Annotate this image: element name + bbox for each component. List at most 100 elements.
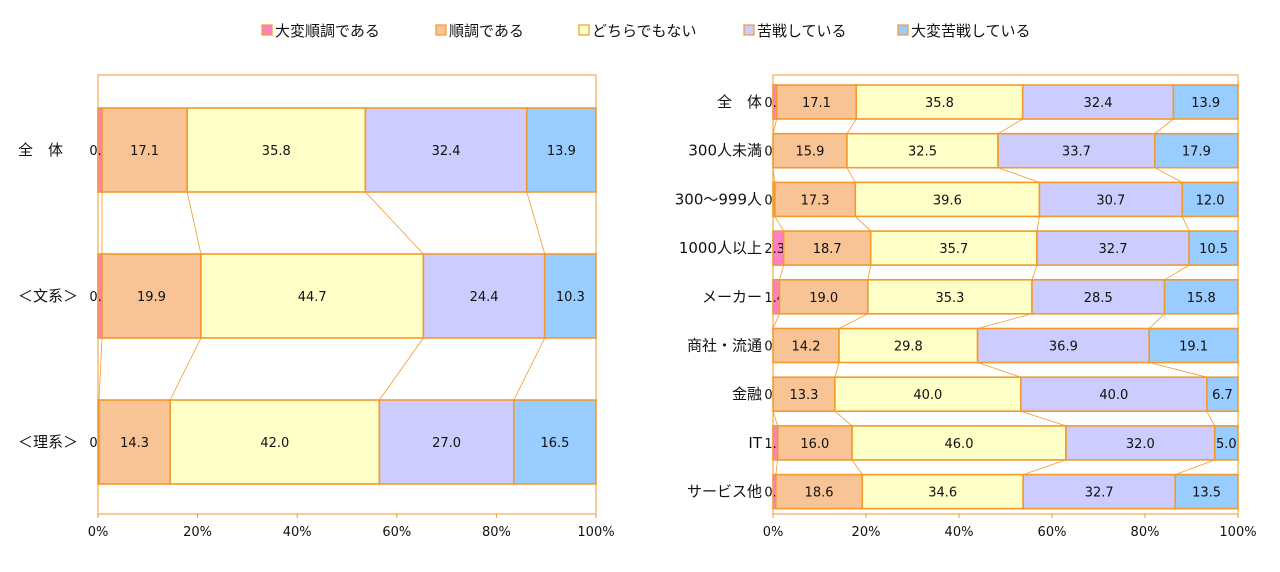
series-line — [998, 119, 1023, 134]
bar-row: 0.013.340.040.06.7金融 — [732, 377, 1238, 411]
data-label: 39.6 — [933, 193, 962, 208]
series-line — [835, 363, 839, 378]
series-line — [1165, 265, 1190, 280]
category-label: 300～999人 — [675, 190, 762, 208]
series-line — [776, 460, 778, 475]
series-line — [365, 192, 423, 254]
series-line — [852, 460, 862, 475]
bar-row: 0.214.342.027.016.5＜理系＞ — [18, 400, 596, 484]
series-line — [187, 192, 201, 254]
x-tick-label: 0% — [88, 525, 109, 540]
series-line — [773, 314, 780, 329]
data-label: 15.8 — [1187, 291, 1216, 306]
data-label: 34.6 — [928, 486, 957, 501]
category-label: 商社・流通 — [687, 337, 762, 355]
data-label: 17.1 — [130, 144, 159, 159]
legend-swatch — [898, 25, 908, 35]
data-label: 2.3 — [764, 242, 785, 257]
data-label: 40.0 — [1099, 388, 1128, 403]
data-label: 16.0 — [800, 437, 829, 452]
series-line — [1155, 168, 1182, 183]
x-tick-label: 100% — [1219, 525, 1256, 540]
series-line — [1149, 363, 1207, 378]
category-label: サービス他 — [687, 483, 762, 501]
series-line — [773, 119, 777, 134]
data-label: 15.9 — [795, 145, 824, 160]
data-label: 33.7 — [1062, 145, 1091, 160]
data-label: 19.9 — [137, 290, 166, 305]
x-tick-label: 60% — [382, 525, 411, 540]
data-label: 32.4 — [1084, 96, 1113, 111]
data-label: 35.7 — [939, 242, 968, 257]
legend-item: 順調である — [436, 22, 524, 40]
series-line — [1175, 460, 1215, 475]
data-label: 10.3 — [556, 290, 585, 305]
data-label: 32.5 — [908, 145, 937, 160]
category-label: 1000人以上 — [679, 239, 762, 257]
data-label: 17.3 — [801, 193, 830, 208]
data-label: 16.5 — [540, 436, 569, 451]
series-line — [855, 216, 870, 231]
series-line — [1023, 460, 1066, 475]
series-line — [514, 338, 545, 400]
series-line — [170, 338, 201, 400]
data-label: 5.0 — [1216, 437, 1237, 452]
category-label: ＜文系＞ — [18, 287, 78, 305]
legend-label: 大変苦戦している — [911, 22, 1031, 40]
series-line — [1207, 411, 1215, 426]
series-line — [978, 314, 1032, 329]
data-label: 32.4 — [432, 144, 461, 159]
legend-swatch — [436, 25, 446, 35]
data-label: 42.0 — [260, 436, 289, 451]
series-line — [1021, 411, 1066, 426]
legend: 大変順調である順調であるどちらでもない苦戦している大変苦戦している — [262, 22, 1031, 40]
series-line — [835, 411, 852, 426]
data-label: 10.5 — [1199, 242, 1228, 257]
data-label: 12.0 — [1196, 193, 1225, 208]
category-label: ＜理系＞ — [18, 433, 78, 451]
data-label: 19.1 — [1179, 340, 1208, 355]
x-tick-label: 40% — [945, 525, 974, 540]
data-label: 13.3 — [789, 388, 818, 403]
series-line — [839, 314, 868, 329]
x-tick-label: 60% — [1038, 525, 1067, 540]
legend-swatch — [262, 25, 272, 35]
x-tick-label: 80% — [482, 525, 511, 540]
data-label: 35.8 — [925, 96, 954, 111]
series-line — [847, 119, 856, 134]
legend-label: 大変順調である — [275, 22, 380, 40]
data-label: 35.3 — [935, 291, 964, 306]
category-label: IT — [748, 434, 762, 452]
x-tick-label: 0% — [763, 525, 784, 540]
x-tick-label: 80% — [1131, 525, 1160, 540]
data-label: 32.0 — [1126, 437, 1155, 452]
category-label: 300人未満 — [688, 142, 762, 160]
category-label: メーカー — [702, 288, 762, 306]
series-line — [1149, 314, 1164, 329]
x-tick-label: 100% — [577, 525, 614, 540]
legend-item: 大変苦戦している — [898, 22, 1031, 40]
x-tick-label: 20% — [183, 525, 212, 540]
data-label: 13.9 — [547, 144, 576, 159]
series-line — [978, 363, 1021, 378]
data-label: 19.0 — [809, 291, 838, 306]
series-line — [527, 192, 545, 254]
series-line — [775, 216, 784, 231]
series-line — [868, 265, 871, 280]
data-label: 27.0 — [432, 436, 461, 451]
data-label: 30.7 — [1096, 193, 1125, 208]
data-label: 14.3 — [120, 436, 149, 451]
data-label: 36.9 — [1049, 340, 1078, 355]
category-label: 全 体 — [18, 141, 63, 159]
series-line — [379, 338, 423, 400]
